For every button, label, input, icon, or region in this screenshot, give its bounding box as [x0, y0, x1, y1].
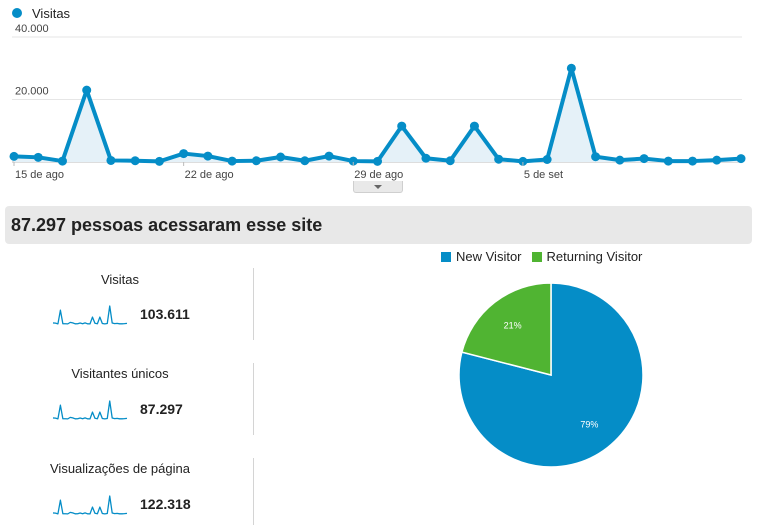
metric-divider — [253, 363, 254, 435]
metric-divider — [253, 458, 254, 525]
y-tick-label: 40.000 — [15, 24, 49, 35]
data-point[interactable] — [688, 156, 698, 166]
visitor-type-pie-chart: 79% 21% — [458, 282, 644, 468]
data-point[interactable] — [566, 63, 576, 73]
data-point[interactable] — [494, 154, 504, 164]
y-tick-label: 20.000 — [15, 86, 49, 98]
data-point[interactable] — [639, 154, 649, 164]
data-point[interactable] — [324, 151, 334, 161]
legend-item-returning-visitor[interactable]: Returning Visitor — [531, 249, 643, 264]
metric-sparkline — [52, 495, 128, 515]
x-tick-label: 29 de ago — [354, 169, 403, 181]
data-point[interactable] — [203, 151, 213, 161]
legend-label: Returning Visitor — [546, 249, 643, 264]
x-tick-label: 15 de ago — [15, 169, 64, 181]
data-point[interactable] — [130, 156, 140, 166]
data-point[interactable] — [421, 153, 431, 163]
x-tick-label: 22 de ago — [185, 169, 234, 181]
data-point[interactable] — [445, 156, 455, 166]
series-visitas-swatch — [12, 8, 22, 18]
metric-label: Visitas — [100, 272, 140, 287]
data-point[interactable] — [57, 156, 67, 166]
pie-chart-legend: New Visitor Returning Visitor — [441, 249, 652, 264]
series-line-visitas — [13, 66, 742, 164]
data-point[interactable] — [33, 152, 43, 162]
data-point[interactable] — [348, 156, 358, 166]
returning-visitor-swatch — [531, 251, 542, 262]
metric-sparkline — [52, 400, 128, 420]
series-visitas-label: Visitas — [32, 5, 71, 21]
collapse-chart-toggle[interactable] — [353, 181, 403, 193]
data-point[interactable] — [106, 155, 116, 165]
summary-banner: 87.297 pessoas acessaram esse site — [5, 206, 752, 244]
visits-line-chart: 40.000 20.000 15 de ago 22 de ago 29 de ago 5… — [9, 24, 746, 181]
data-point[interactable] — [712, 155, 722, 165]
pie-data-label: 79% — [580, 419, 598, 429]
data-point[interactable] — [9, 151, 19, 161]
data-point[interactable] — [82, 85, 92, 95]
data-point[interactable] — [179, 149, 189, 159]
series-area — [14, 68, 741, 162]
data-point[interactable] — [542, 155, 552, 164]
pie-data-label: 21% — [504, 321, 522, 331]
new-visitor-swatch — [441, 251, 451, 262]
data-point[interactable] — [276, 152, 286, 162]
data-point[interactable] — [469, 121, 479, 131]
pie-slice-returning-visitor[interactable] — [460, 282, 552, 376]
metric-divider — [253, 268, 254, 340]
summary-banner-text: 87.297 pessoas acessaram esse site — [11, 214, 323, 235]
metric-label: Visitantes únicos — [71, 366, 169, 381]
data-point[interactable] — [591, 152, 601, 162]
data-point[interactable] — [736, 154, 746, 164]
metric-sparkline — [52, 305, 128, 325]
data-point[interactable] — [615, 155, 625, 165]
x-tick-label: 5 de set — [524, 169, 563, 181]
data-point[interactable] — [154, 156, 164, 166]
data-point[interactable] — [663, 156, 673, 166]
data-point[interactable] — [227, 156, 237, 166]
data-point[interactable] — [397, 121, 407, 131]
legend-label: New Visitor — [456, 249, 522, 264]
sparkline-path — [52, 400, 128, 420]
data-point[interactable] — [300, 156, 310, 166]
pie-slice-new-visitor[interactable] — [458, 282, 644, 468]
metric-value: 122.318 — [140, 496, 191, 512]
data-point[interactable] — [518, 156, 528, 166]
data-point[interactable] — [373, 156, 382, 166]
line-chart-legend[interactable]: Visitas — [12, 4, 70, 22]
metric-value: 87.297 — [140, 401, 183, 417]
sparkline-path — [52, 305, 128, 325]
chevron-down-icon — [374, 184, 382, 189]
legend-item-new-visitor[interactable]: New Visitor — [441, 249, 522, 264]
sparkline-path — [52, 495, 128, 515]
metric-value: 103.611 — [140, 306, 190, 322]
metric-label: Visualizações de página — [50, 461, 190, 476]
data-point[interactable] — [251, 156, 261, 166]
